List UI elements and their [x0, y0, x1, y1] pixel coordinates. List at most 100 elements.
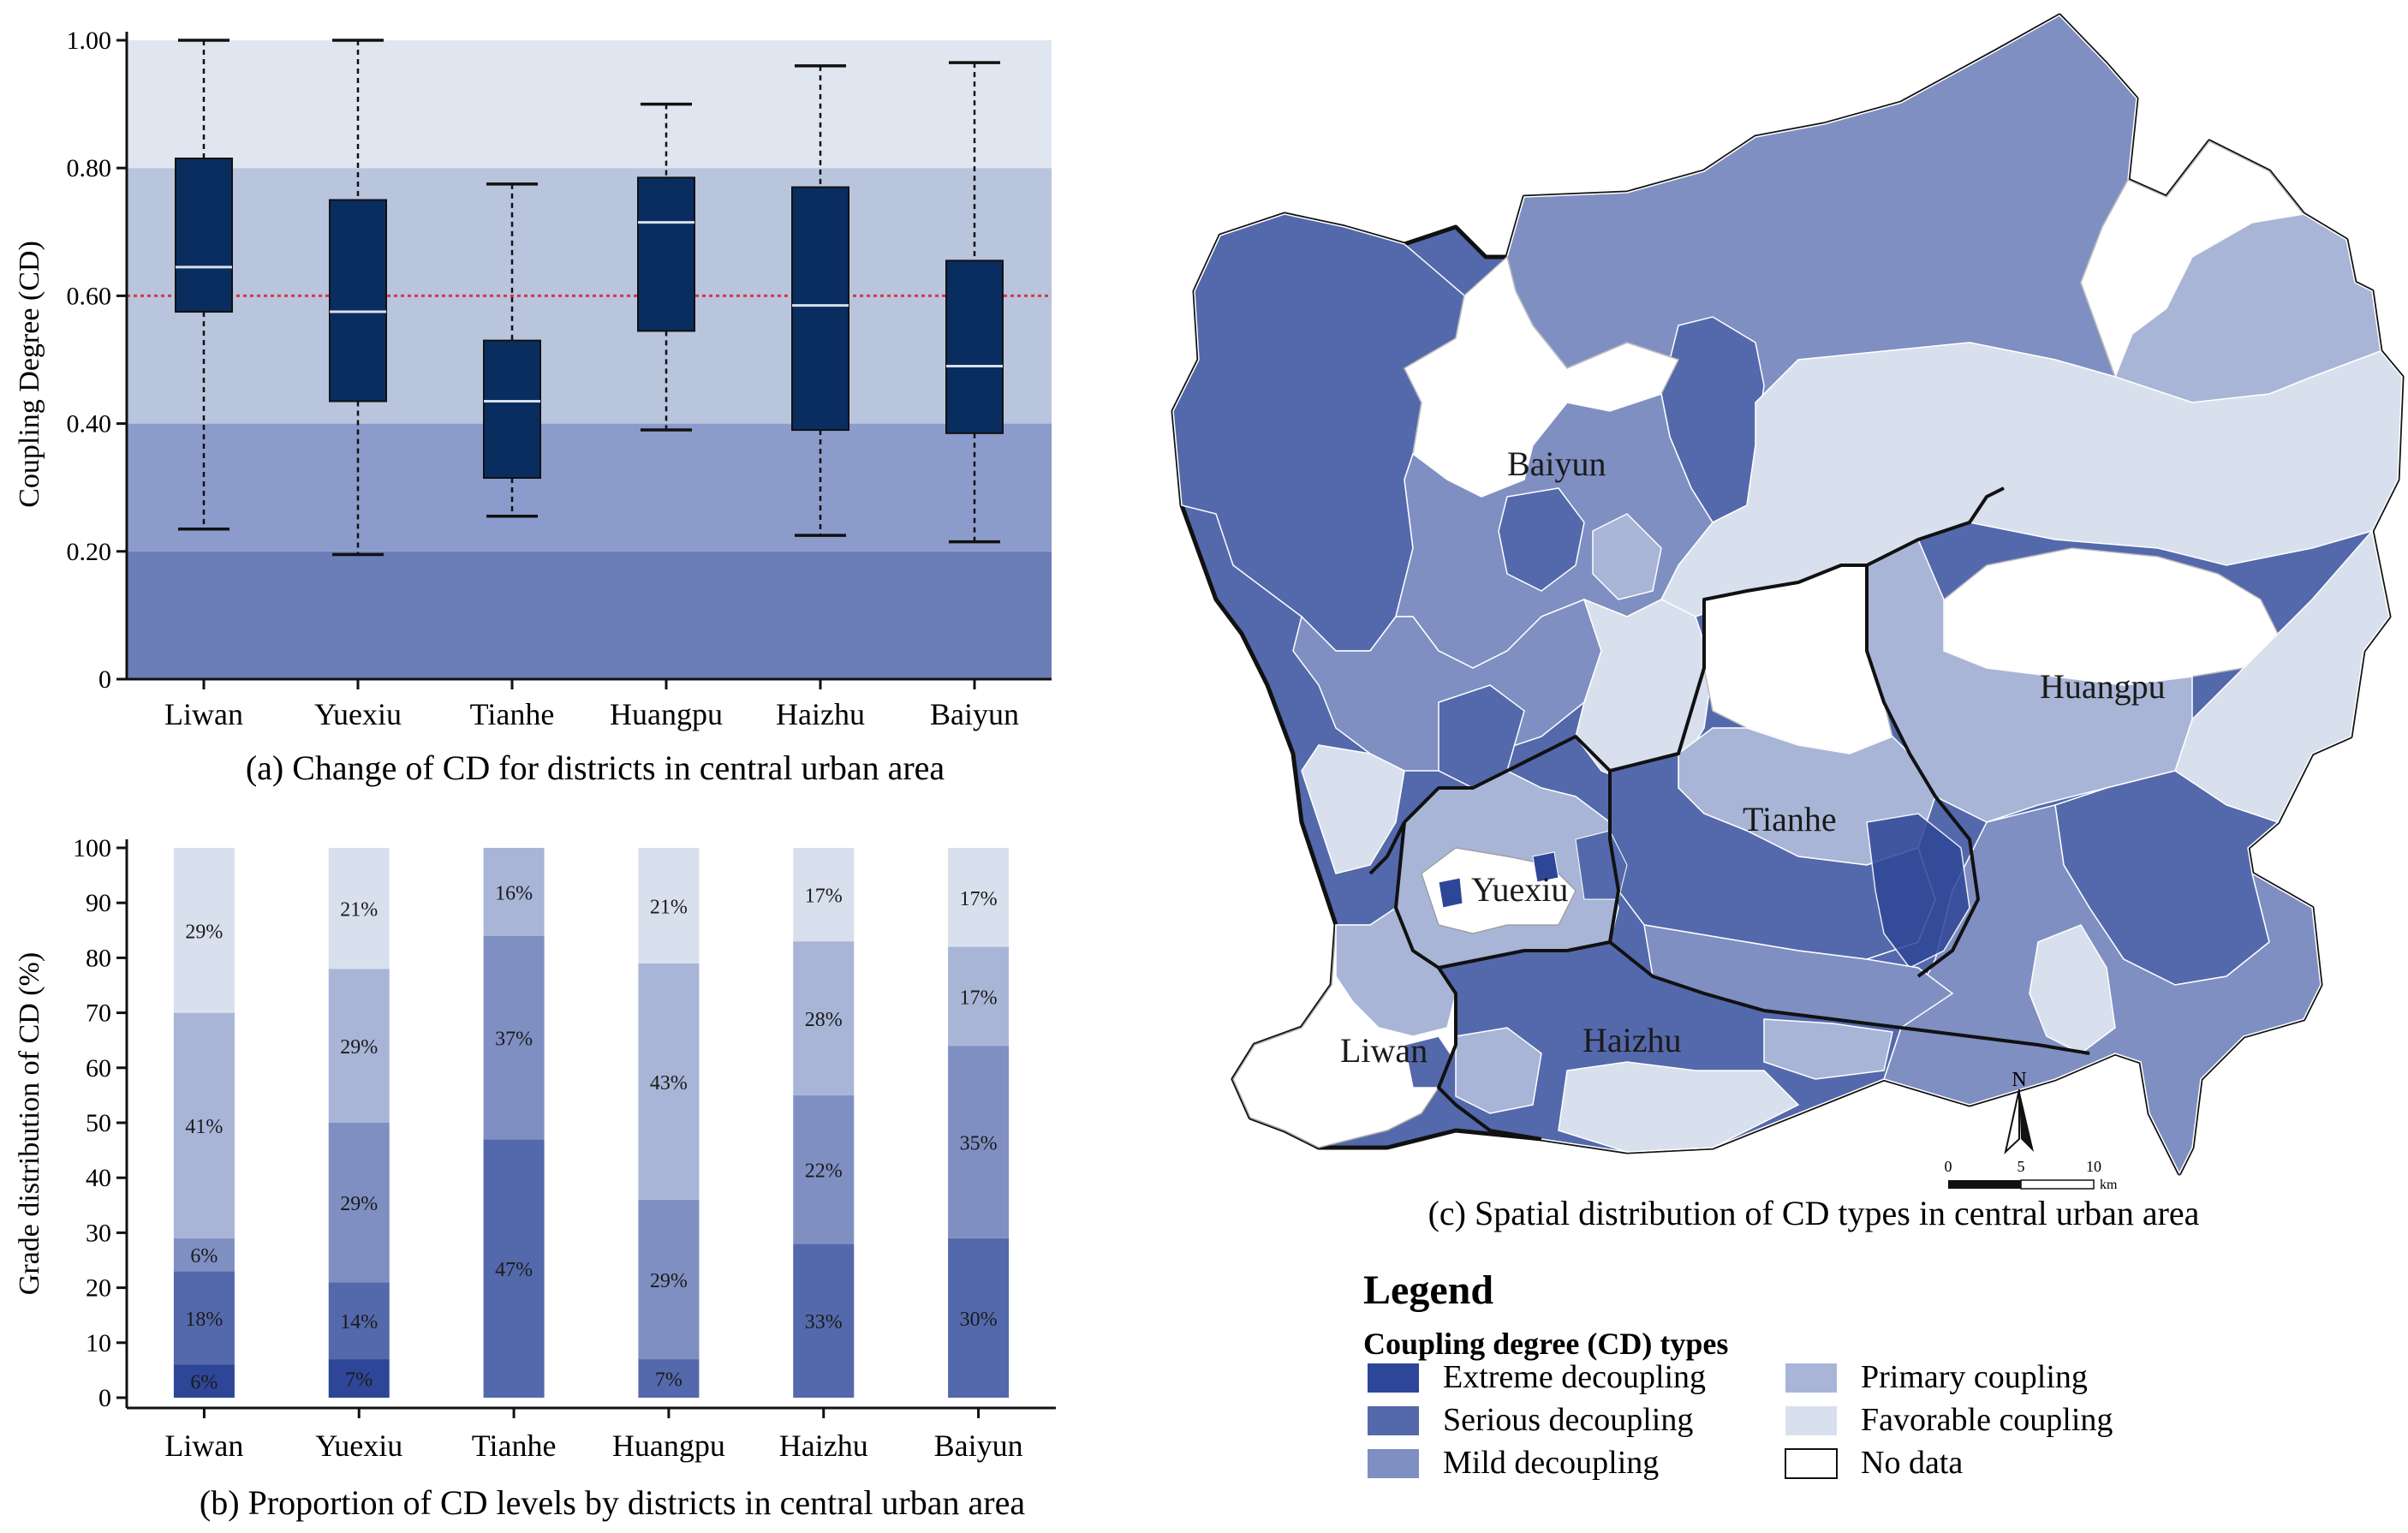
bar-stack-haizhu: 33% 22% 28% 17% [793, 848, 855, 1398]
y-tick-label: 0.60 [67, 282, 112, 310]
x-tick-label: Baiyun [934, 1429, 1023, 1463]
bar-data-label: 35% [960, 1132, 998, 1154]
legend-label: Favorable coupling [1861, 1402, 2113, 1438]
bar-data-label: 18% [185, 1309, 223, 1331]
x-tick-label: Yuexiu [314, 697, 402, 731]
map-legend: Legend Coupling degree (CD) types Extrem… [1363, 1268, 2113, 1481]
bar-data-label: 29% [340, 1036, 378, 1059]
bar-segment [173, 1012, 235, 1238]
y-tick-label: 1.00 [67, 27, 112, 55]
bar-segment [328, 1282, 390, 1360]
bar-data-label: 37% [495, 1028, 533, 1050]
map-label-yuexiu: Yuexiu [1471, 870, 1568, 909]
scale-unit: km [2100, 1178, 2118, 1192]
bar-data-label: 28% [805, 1009, 843, 1031]
map-caption: (c) Spatial distribution of CD types in … [1428, 1194, 2200, 1232]
y-tick-label: 20 [86, 1274, 111, 1303]
bar-caption: (b) Proportion of CD levels by districts… [200, 1483, 1025, 1522]
panel-c-map: Baiyun Huangpu Tianhe Yuexiu Liwan Haizh… [1171, 13, 2405, 1232]
x-tick-label: Yuexiu [315, 1429, 402, 1463]
legend-swatch [1785, 1448, 1838, 1479]
y-tick-label: 80 [86, 944, 111, 972]
bar-segment [793, 848, 855, 942]
legend-subtitle: Coupling degree (CD) types [1363, 1327, 1728, 1361]
bar-segment [173, 1364, 235, 1398]
boxplot-caption: (a) Change of CD for districts in centra… [246, 749, 945, 787]
map-region-baiyun-north [1506, 15, 2137, 403]
legend-items: Extreme decoupling Serious decoupling Mild… [1368, 1359, 2113, 1481]
bar-segment [948, 1046, 1010, 1238]
bar-data-label: 17% [960, 888, 998, 910]
y-tick-label: 0 [98, 1384, 111, 1412]
y-tick-label: 100 [73, 834, 111, 862]
bar-data-label: 17% [805, 886, 843, 908]
panel-a-boxplot: 0 0.20 0.40 0.60 0.80 1.00 Liwan Yuexiu Tianhe H… [14, 27, 1052, 787]
bar-data-label: 29% [185, 921, 223, 943]
map-district-boundaries [1368, 486, 2090, 1141]
bar-y-ticks: 0 10 20 30 40 50 60 70 80 90 100 [73, 834, 127, 1412]
bar-segment [483, 935, 545, 1140]
x-tick-label: Liwan [164, 697, 243, 731]
bar-segment [948, 946, 1010, 1047]
bar-stack-liwan: 6% 18% 6% 41% 29% [173, 848, 235, 1398]
bar-segment [948, 848, 1010, 947]
legend-item-extreme: Extreme decoupling [1368, 1359, 1706, 1395]
bar-data-label: 16% [495, 882, 533, 904]
map-district-labels: Baiyun Huangpu Tianhe Yuexiu Liwan Haizh… [1340, 444, 2166, 1070]
boxplot-x-ticks: Liwan Yuexiu Tianhe Huangpu Haizhu Baiyun [164, 679, 1019, 731]
bar-segment [638, 1199, 700, 1360]
bar-segment [173, 1271, 235, 1365]
bar-data-label: 21% [340, 899, 378, 922]
bar-data-label: 41% [185, 1116, 223, 1138]
bar-axes [125, 839, 1056, 1410]
map-region-west-favorable [1301, 744, 1405, 874]
bar-segment [328, 969, 390, 1123]
box-yuexiu [329, 39, 387, 557]
bar-data-label: 29% [340, 1193, 378, 1215]
boxplot-axes [125, 32, 1052, 681]
background-band-3 [127, 40, 1052, 169]
y-tick-label: 90 [86, 889, 111, 917]
background-band-1 [127, 423, 1052, 552]
box-iqr [945, 259, 1004, 434]
map-region-baiyun-serious-patch [1498, 487, 1585, 592]
bar-data-label: 17% [960, 987, 998, 1009]
map-region-tianhe-serious-east [1866, 813, 1970, 969]
bar-data-label: 33% [805, 1311, 843, 1333]
legend-item-mild: Mild decoupling [1368, 1445, 1659, 1481]
bar-segment [483, 848, 545, 936]
bar-segment [483, 1139, 545, 1398]
bar-segment [638, 1359, 700, 1398]
bar-segment [948, 1238, 1010, 1398]
legend-label: Serious decoupling [1443, 1402, 1693, 1438]
bar-segment [638, 963, 700, 1200]
map-label-haizhu: Haizhu [1582, 1021, 1682, 1059]
box-huangpu [637, 102, 695, 432]
map-label-tianhe: Tianhe [1743, 800, 1837, 838]
y-tick-label: 30 [86, 1219, 111, 1247]
x-tick-label: Liwan [164, 1429, 243, 1463]
map-region-haizhu-primary-east [1763, 1018, 1893, 1080]
legend-swatch [1368, 1406, 1419, 1435]
box-iqr [637, 176, 695, 332]
bar-data-label: 21% [650, 896, 688, 918]
bar-data-label: 47% [495, 1259, 533, 1281]
bar-segment [328, 848, 390, 969]
y-tick-label: 0 [98, 665, 111, 694]
bar-data-label: 29% [650, 1270, 688, 1292]
box-iqr [175, 158, 233, 313]
bar-segment [793, 941, 855, 1095]
bar-y-axis-label: Grade distribution of CD (%) [14, 952, 45, 1295]
scale-label-5: 5 [2018, 1158, 2025, 1175]
background-band-0 [127, 551, 1052, 679]
bar-stack-yuexiu: 7% 14% 29% 29% 21% [328, 848, 390, 1398]
y-tick-label: 0.80 [67, 154, 112, 182]
bar-segment [638, 848, 700, 963]
boxplot-y-axis-label: Coupling Degree (CD) [14, 241, 45, 508]
x-tick-label: Haizhu [779, 1429, 868, 1463]
box-iqr [791, 186, 849, 432]
bar-stack-baiyun: 30% 35% 17% 17% [948, 848, 1010, 1398]
map-label-baiyun: Baiyun [1507, 444, 1606, 483]
boundary-yuexiu [1394, 771, 1620, 969]
